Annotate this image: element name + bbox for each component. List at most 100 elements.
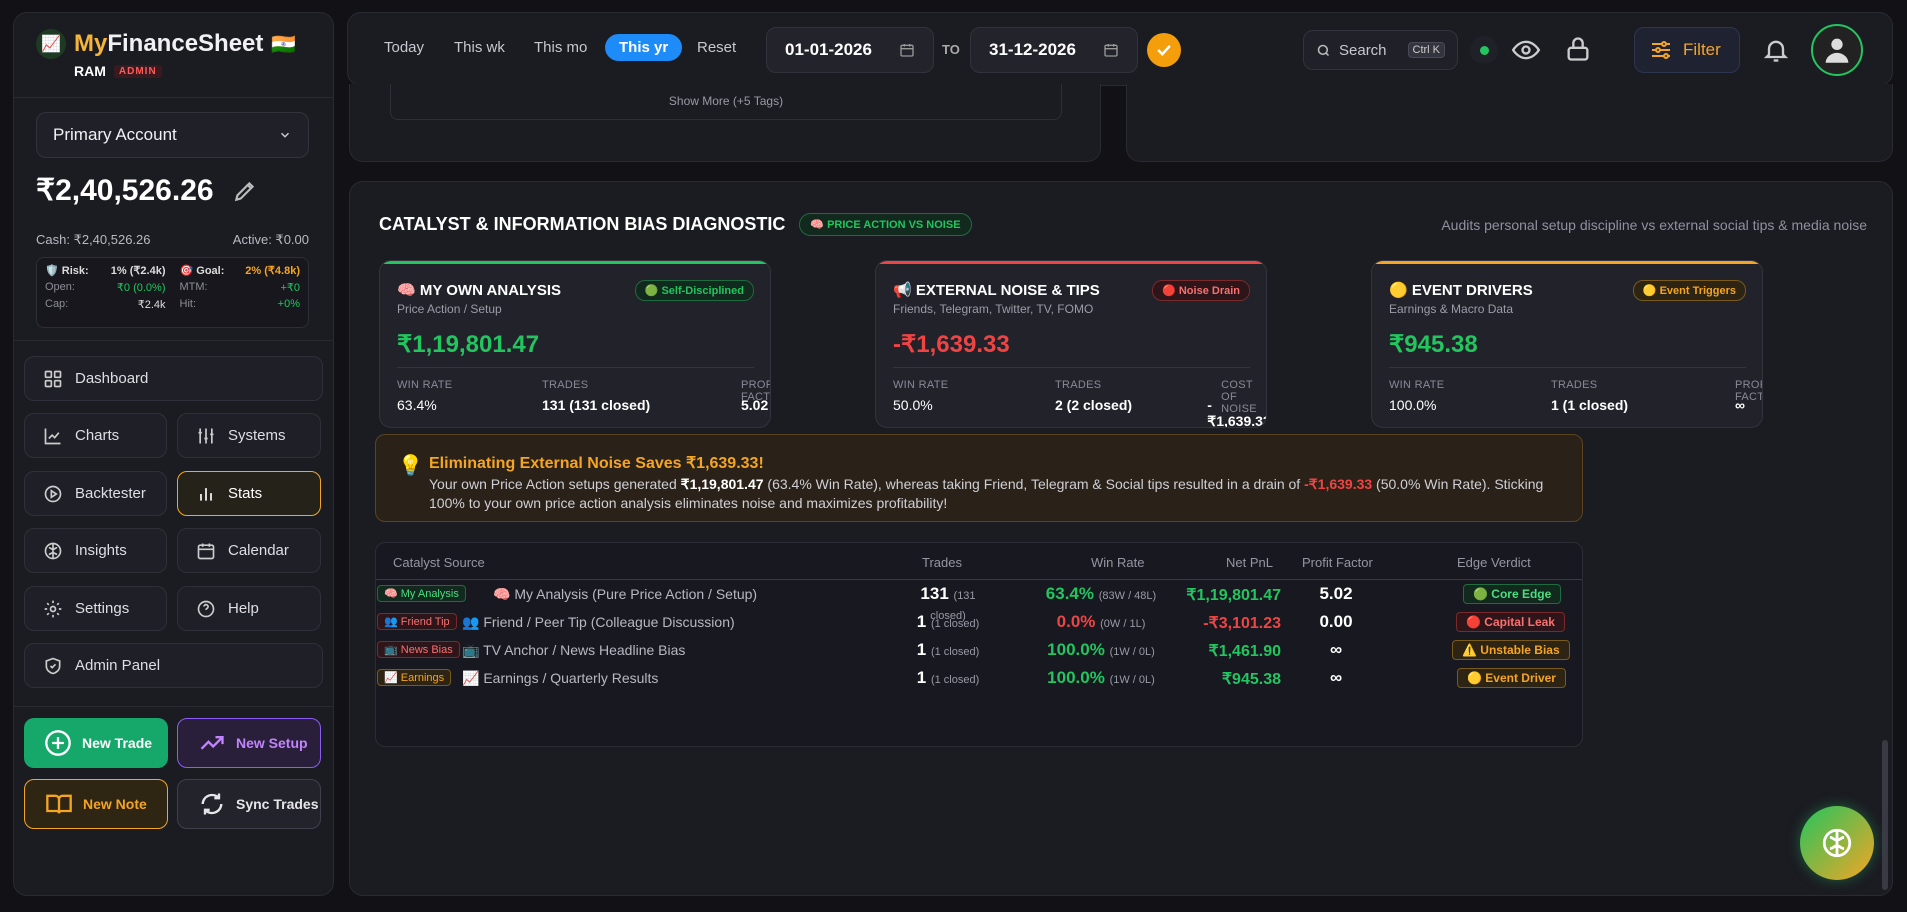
- card-divider: [893, 367, 1250, 368]
- nav-charts[interactable]: Charts: [24, 413, 167, 458]
- action-label: Sync Trades: [236, 796, 319, 812]
- mtm-value: +₹0: [280, 282, 300, 294]
- action-label: New Setup: [236, 735, 308, 751]
- account-select[interactable]: Primary Account: [36, 112, 309, 158]
- table-row[interactable]: 📺 News Bias 📺 TV Anchor / News Headline …: [376, 639, 1582, 661]
- yellow-dot-icon: 🟡: [1642, 285, 1657, 297]
- table-row[interactable]: 📈 Earnings 📈 Earnings / Quarterly Result…: [376, 667, 1582, 689]
- table-row[interactable]: 🧠 My Analysis 🧠 My Analysis (Pure Price …: [376, 583, 1582, 622]
- date-separator: TO: [942, 42, 960, 57]
- divider: [14, 340, 333, 341]
- nav-backtester[interactable]: Backtester: [24, 471, 167, 516]
- section-pill: 🧠 PRICE ACTION VS NOISE: [799, 213, 972, 236]
- sync-trades-button[interactable]: Sync Trades: [177, 779, 321, 829]
- eye-icon[interactable]: [1511, 36, 1541, 64]
- edit-pencil-icon[interactable]: [232, 178, 258, 204]
- hit-label: Hit:: [179, 298, 197, 310]
- range-today[interactable]: Today: [384, 39, 425, 56]
- calendar-icon: [197, 543, 215, 559]
- new-trade-button[interactable]: New Trade: [24, 718, 168, 768]
- search-button[interactable]: Search Ctrl K: [1303, 30, 1458, 70]
- check-icon: [1157, 44, 1171, 56]
- balance-value: ₹2,40,526.26: [36, 174, 214, 207]
- metric-value: 2 (2 closed): [1055, 397, 1133, 413]
- date-from-value: 01-01-2026: [785, 40, 872, 59]
- card-accent: [380, 261, 770, 264]
- net-pnl: ₹1,461.90: [1208, 643, 1281, 660]
- action-label: New Trade: [82, 735, 153, 751]
- insight-own-pnl: ₹1,19,801.47: [680, 476, 764, 492]
- open-value: ₹0 (0.0%): [116, 282, 166, 294]
- nav-label: Stats: [228, 485, 263, 502]
- metric-value: 131 (131 closed): [542, 397, 651, 413]
- scrollbar[interactable]: [1882, 740, 1888, 890]
- green-dot-icon: 🟢: [644, 285, 659, 297]
- range-this-week[interactable]: This wk: [454, 39, 505, 56]
- card-title-text: MY OWN ANALYSIS: [419, 282, 561, 299]
- new-setup-button[interactable]: New Setup: [177, 718, 321, 768]
- section-title: CATALYST & INFORMATION BIAS DIAGNOSTIC 🧠…: [379, 213, 972, 236]
- nav-calendar[interactable]: Calendar: [177, 528, 321, 573]
- card-title: 🟡 EVENT DRIVERS: [1389, 281, 1533, 299]
- nav-stats[interactable]: Stats: [177, 471, 321, 516]
- range-this-month[interactable]: This mo: [534, 39, 588, 56]
- india-flag-icon: 🇮🇳: [271, 33, 297, 56]
- date-from-input[interactable]: 01-01-2026: [766, 27, 934, 73]
- win-rate: 63.4% (83W / 48L): [1016, 584, 1186, 604]
- new-note-button[interactable]: New Note: [24, 779, 168, 829]
- filter-sliders-icon: [1652, 41, 1670, 59]
- insight-text: Your own Price Action setups generated: [429, 476, 681, 492]
- win-rate: 100.0% (1W / 0L): [1016, 640, 1186, 660]
- status-indicator[interactable]: [1470, 36, 1498, 64]
- trade-count-value: 1: [916, 640, 927, 659]
- ai-assistant-button[interactable]: [1800, 806, 1874, 880]
- nav-systems[interactable]: Systems: [177, 413, 321, 458]
- user-info: RAM ADMIN: [74, 63, 162, 79]
- apply-date-button[interactable]: [1147, 33, 1181, 67]
- range-reset[interactable]: Reset: [697, 39, 737, 56]
- nav-admin-panel[interactable]: Admin Panel: [24, 643, 323, 688]
- insight-title: Eliminating External Noise Saves ₹1,639.…: [429, 455, 764, 472]
- bell-icon[interactable]: [1762, 35, 1790, 65]
- refresh-icon: [201, 793, 223, 815]
- filter-button[interactable]: Filter: [1634, 27, 1740, 73]
- active-value: Active: ₹0.00: [232, 232, 309, 247]
- nav-label: Admin Panel: [75, 657, 161, 674]
- net-pnl: ₹1,19,801.47: [1186, 587, 1281, 604]
- metric-value: -₹1,639.33: [1207, 397, 1267, 428]
- show-more-tags-button[interactable]: Show More (+5 Tags): [390, 84, 1062, 120]
- nav-dashboard[interactable]: Dashboard: [24, 356, 323, 401]
- win-loss: (83W / 48L): [1098, 590, 1157, 602]
- card-badge-text: Event Triggers: [1659, 285, 1736, 297]
- card-accent: [876, 261, 1266, 264]
- avatar[interactable]: [1811, 24, 1863, 76]
- closed-count: (1 closed): [930, 646, 980, 658]
- nav-insights[interactable]: Insights: [24, 528, 167, 573]
- closed-count: (1 closed): [930, 618, 980, 630]
- source-name: 🧠 My Analysis (Pure Price Action / Setup…: [493, 586, 758, 602]
- date-to-input[interactable]: 31-12-2026: [970, 27, 1138, 73]
- table-row[interactable]: 👥 Friend Tip 👥 Friend / Peer Tip (Collea…: [376, 611, 1582, 633]
- risk-label: Risk:: [61, 265, 89, 277]
- lock-icon[interactable]: [1564, 34, 1592, 64]
- trade-count: 1 (1 closed): [903, 668, 993, 688]
- nav-label: Dashboard: [75, 370, 149, 387]
- source-name: 📺 TV Anchor / News Headline Bias: [462, 642, 686, 658]
- nav-help[interactable]: Help: [177, 586, 321, 631]
- cash-row: Cash: ₹2,40,526.26 Active: ₹0.00: [36, 232, 309, 248]
- brand-title: MyFinanceSheet: [74, 30, 264, 57]
- nav-label: Calendar: [228, 542, 289, 559]
- card-external-noise: 📢 EXTERNAL NOISE & TIPS Friends, Telegra…: [875, 260, 1267, 428]
- lightbulb-icon: 💡: [398, 455, 423, 477]
- brand[interactable]: 📈 MyFinanceSheet 🇮🇳: [36, 29, 296, 59]
- target-icon: 🎯: [179, 265, 194, 277]
- trade-count: 131 (131 closed): [903, 584, 993, 624]
- risk-value: 1% (₹2.4k): [110, 265, 166, 277]
- megaphone-icon: 📢: [893, 282, 912, 299]
- nav-settings[interactable]: Settings: [24, 586, 167, 631]
- trade-count: 1 (1 closed): [903, 640, 993, 660]
- card-divider: [1389, 367, 1746, 368]
- win-loss: (0W / 1L): [1100, 618, 1146, 630]
- card-badge-text: Self-Disciplined: [661, 285, 744, 297]
- range-this-year[interactable]: This yr: [605, 34, 683, 61]
